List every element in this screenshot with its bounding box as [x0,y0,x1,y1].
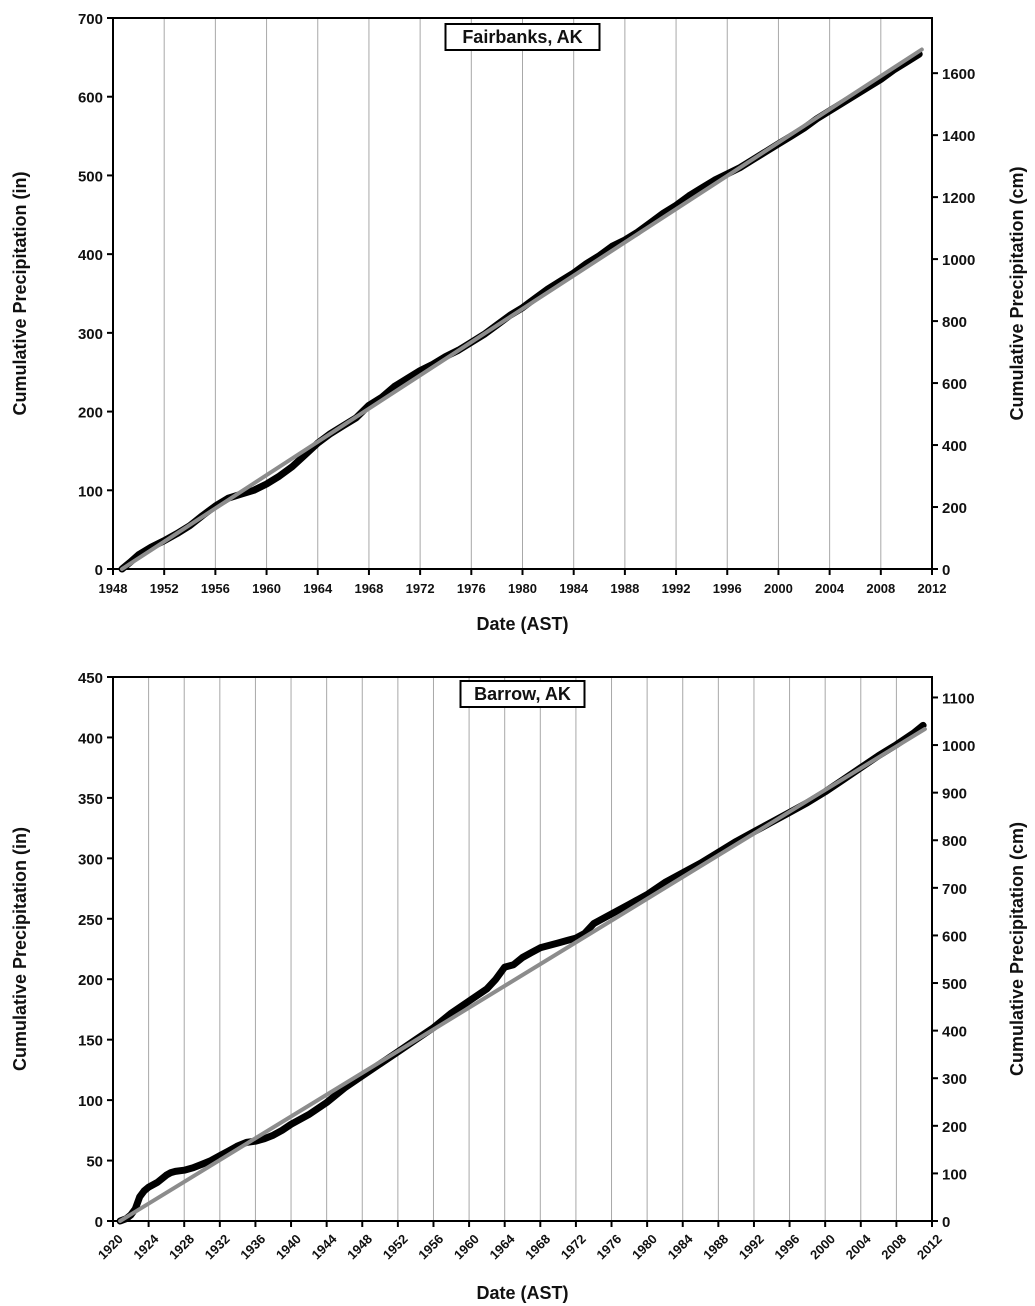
y2-tick-label: 600 [942,376,967,393]
chart-title-box [459,680,586,708]
y-tick-label: 250 [78,912,103,929]
y2-tick-label: 1000 [942,252,975,269]
x-tick-label: 1940 [273,1231,304,1262]
x-tick-label: 1984 [665,1231,697,1263]
x-tick-label: 1992 [736,1231,767,1262]
x-tick-label: 1980 [629,1231,660,1262]
x-tick-label: 1928 [166,1231,197,1262]
x-tick-label: 1948 [344,1231,375,1262]
x-tick-label: 1968 [522,1231,553,1262]
y2-tick-label: 700 [942,881,967,898]
y-tick-label: 400 [78,247,103,264]
y-tick-label: 150 [78,1033,103,1050]
x-tick-label: 1960 [451,1231,482,1262]
x-tick-label: 1976 [593,1231,624,1262]
y-tick-label: 350 [78,791,103,808]
x-tick-label: 1968 [354,581,383,596]
x-tick-label: 1956 [415,1231,446,1262]
x-tick-label: 1956 [201,581,230,596]
y-tick-label: 500 [78,168,103,185]
x-tick-label: 1924 [130,1231,162,1263]
x-tick-label: 2000 [764,581,793,596]
x-tick-label: 1988 [610,581,639,596]
chart-title: Fairbanks, AK [462,27,582,47]
x-tick-label: 2008 [866,581,895,596]
y-tick-label: 0 [95,1214,103,1231]
x-tick-label: 2012 [914,1231,945,1262]
x-axis-label: Date (AST) [476,1283,568,1303]
plot-frame [112,676,933,1222]
y2-tick-label: 900 [942,786,967,803]
x-tick-label: 1976 [457,581,486,596]
x-axis-label: Date (AST) [476,614,568,634]
y2-tick-label: 800 [942,833,967,850]
x-tick-label: 1984 [559,581,589,596]
series-observed-line [116,721,927,1225]
y2-tick-label: 800 [942,314,967,331]
y-tick-label: 100 [78,1093,103,1110]
x-tick-label: 2000 [807,1231,838,1262]
y-tick-label: 400 [78,730,103,747]
x-tick-label: 1960 [252,581,281,596]
x-tick-label: 1980 [508,581,537,596]
x-tick-label: 1992 [662,581,691,596]
y2-axis-label: Cumulative Precipitation (cm) [1007,166,1027,420]
barrow-chart: 1920 1924 1928 1932 1936 1940 1944 1948 1952 1956… [10,670,1027,1303]
y2-tick-label: 1100 [942,690,975,707]
y2-tick-label: 1000 [942,738,975,755]
y-tick-label: 600 [78,90,103,107]
chart-title: Barrow, AK [474,684,571,704]
x-tick-label: 1952 [380,1231,411,1262]
y-tick-label: 100 [78,483,103,500]
y2-axis-label: Cumulative Precipitation (cm) [1007,822,1027,1076]
x-tick-label: 1972 [406,581,435,596]
x-tick-label: 1964 [487,1231,519,1263]
y2-tick-label: 1200 [942,190,975,207]
y2-tick-label: 600 [942,928,967,945]
x-tick-label: 1944 [308,1231,340,1263]
y-tick-label: 450 [78,670,103,687]
x-tick-label: 1936 [237,1231,268,1262]
y-tick-label: 300 [78,851,103,868]
y-tick-label: 700 [78,11,103,28]
y2-tick-label: 0 [942,562,950,579]
x-tick-label: 1932 [202,1231,233,1262]
x-tick-label: 2004 [843,1231,875,1263]
x-tick-label: 1920 [95,1231,126,1262]
series-trend-line [118,727,927,1223]
x-tick-label: 1948 [99,581,128,596]
x-tick-label: 1952 [150,581,179,596]
y-tick-label: 300 [78,326,103,343]
y2-tick-label: 100 [942,1166,967,1183]
fairbanks-chart: 1948 1952 1956 1960 1964 1968 1972 1976 1980 1984… [10,11,1027,634]
y2-tick-label: 200 [942,1119,967,1136]
y-axis-label: Cumulative Precipitation (in) [10,171,30,415]
y2-tick-label: 400 [942,1024,967,1041]
x-tick-label: 1988 [700,1231,731,1262]
y-axis-label: Cumulative Precipitation (in) [10,827,30,1071]
y-tick-label: 50 [86,1154,103,1171]
y2-tick-label: 200 [942,500,967,517]
y2-tick-label: 0 [942,1214,950,1231]
x-tick-label: 2012 [918,581,947,596]
y2-tick-label: 400 [942,438,967,455]
x-tick-label: 2008 [878,1231,909,1262]
series-trend-line [120,47,924,571]
x-tick-label: 1964 [303,581,333,596]
x-tick-label: 1996 [713,581,742,596]
y-tick-label: 200 [78,972,103,989]
chart-title-box [444,23,601,51]
y2-tick-label: 300 [942,1071,967,1088]
y-tick-label: 200 [78,405,103,422]
y2-tick-label: 500 [942,976,967,993]
y2-tick-label: 1400 [942,128,975,145]
y-tick-label: 0 [95,562,103,579]
x-tick-label: 2004 [815,581,845,596]
x-tick-label: 1996 [771,1231,802,1262]
x-tick-label: 1972 [558,1231,589,1262]
y2-tick-label: 1600 [942,66,975,83]
